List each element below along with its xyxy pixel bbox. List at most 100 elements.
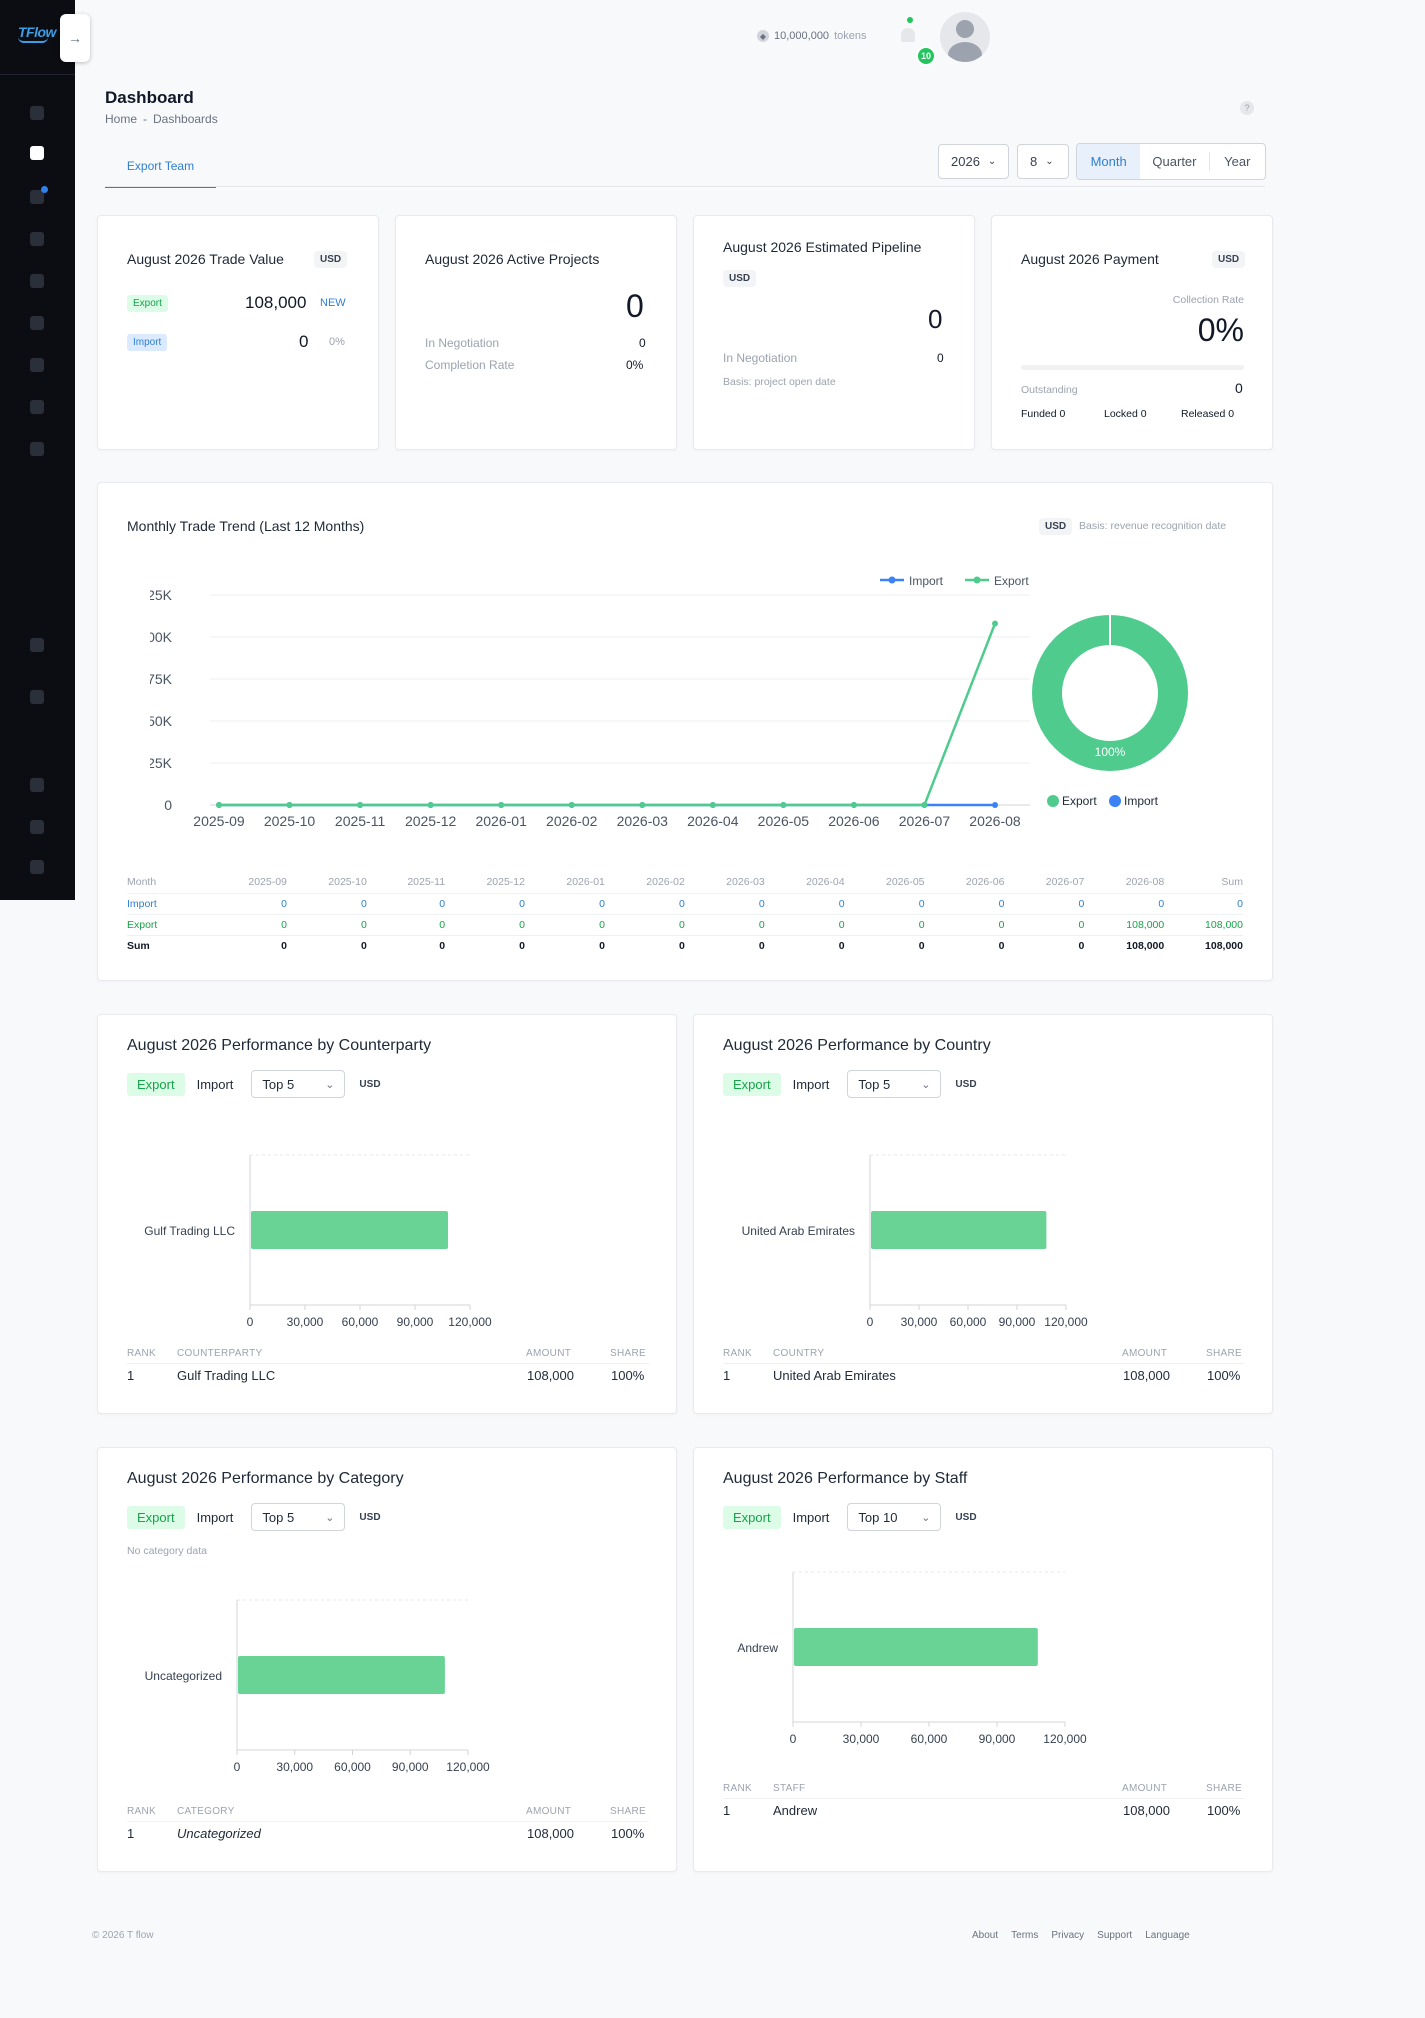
sidebar-toggle-button[interactable]: → <box>60 14 90 62</box>
col-rank: RANK <box>723 1783 752 1794</box>
row-rank: 1 <box>127 1368 135 1383</box>
table-cell: 0 <box>604 893 685 915</box>
import-toggle[interactable]: Import <box>792 1076 830 1092</box>
footer-link-support[interactable]: Support <box>1097 1930 1133 1941</box>
tab-export-team[interactable]: Export Team <box>105 158 216 188</box>
user-avatar[interactable] <box>940 12 990 62</box>
month-select[interactable]: 8 ⌄ <box>1017 144 1069 179</box>
x-tick-label: 30,000 <box>901 1315 938 1329</box>
legend-label: Export <box>1062 794 1097 808</box>
breadcrumb-home[interactable]: Home <box>105 112 138 126</box>
export-toggle[interactable]: Export <box>723 1072 781 1096</box>
row-amount: 108,000 <box>527 1826 574 1841</box>
sidebar-item-user-icon[interactable] <box>28 776 46 794</box>
sidebar-item-tools-icon[interactable] <box>28 314 46 332</box>
trend-title: Monthly Trade Trend (Last 12 Months) <box>127 518 365 534</box>
footer-link-about[interactable]: About <box>972 1930 999 1941</box>
import-toggle[interactable]: Import <box>196 1076 234 1092</box>
period-month-button[interactable]: Month <box>1077 144 1141 179</box>
row-amount: 108,000 <box>1123 1368 1170 1383</box>
table-cell: 2025-10 <box>286 872 367 894</box>
pipeline-value: 0 <box>928 304 943 334</box>
chevron-down-icon: ⌄ <box>921 1078 931 1091</box>
x-tick-label: 2026-04 <box>687 813 739 829</box>
x-tick-label: 2026-07 <box>899 813 951 829</box>
table-cell: 2026-03 <box>684 872 765 894</box>
help-icon[interactable]: ? <box>1240 101 1254 115</box>
import-toggle[interactable]: Import <box>196 1509 234 1525</box>
export-toggle[interactable]: Export <box>127 1072 185 1096</box>
table-cell: 2026-08 <box>1084 872 1165 894</box>
table-cell: 0 <box>360 939 367 952</box>
collection-rate-label: Collection Rate <box>1172 294 1244 306</box>
data-point-export <box>850 802 857 808</box>
sidebar-item-dashboard-icon[interactable] <box>28 104 46 122</box>
period-year-button[interactable]: Year <box>1224 154 1251 169</box>
top-n-select[interactable]: Top 5 ⌄ <box>847 1070 942 1098</box>
breadcrumb-dashboards[interactable]: Dashboards <box>153 112 218 126</box>
sidebar-item-team-icon[interactable] <box>28 818 46 836</box>
sidebar-item-storage-icon[interactable] <box>28 858 46 876</box>
app-logo[interactable]: TFlow <box>18 24 56 43</box>
col-share: SHARE <box>610 1806 646 1817</box>
trend-basis: Basis: revenue recognition date <box>1079 520 1227 532</box>
unread-dot <box>41 186 48 193</box>
outstanding-label: Outstanding <box>1021 384 1078 396</box>
import-percent: 0% <box>329 336 345 348</box>
sidebar-item-report-icon[interactable] <box>28 688 46 706</box>
table-cell: 0 <box>525 893 605 915</box>
currency-badge: USD <box>723 270 757 287</box>
sidebar-item-settings-icon[interactable] <box>28 440 46 458</box>
category-bar-chart: 0 30,000 60,000 90,000 120,000 Uncategorized <box>145 1599 490 1774</box>
period-quarter-button[interactable]: Quarter <box>1140 152 1210 171</box>
chat-icon <box>30 638 44 652</box>
row-counterparty: Gulf Trading LLC <box>177 1368 276 1383</box>
pipeline-card: August 2026 Estimated Pipeline USD 0 In … <box>693 215 975 450</box>
top-n-select[interactable]: Top 10 ⌄ <box>847 1503 942 1531</box>
sidebar-item-dashboards-add-icon[interactable] <box>28 144 46 162</box>
row-country: United Arab Emirates <box>773 1368 896 1383</box>
footer-link-privacy[interactable]: Privacy <box>1051 1930 1085 1941</box>
x-tick-label: 2026-02 <box>546 813 598 829</box>
sidebar-item-messages-icon[interactable] <box>28 230 46 248</box>
currency-badge: USD <box>1212 251 1246 268</box>
x-tick-label: 2026-08 <box>969 813 1021 829</box>
year-select[interactable]: 2026 ⌄ <box>938 144 1009 179</box>
table-cell: 0 <box>445 914 525 936</box>
completion-value: 0% <box>626 358 644 372</box>
chevron-down-icon: ⌄ <box>987 156 997 167</box>
sidebar-item-chat-icon[interactable] <box>28 636 46 654</box>
table-cell: 0 <box>1084 893 1165 915</box>
payment-title: August 2026 Payment <box>1021 251 1159 267</box>
table-cell: 108,000 <box>1126 939 1165 952</box>
year-select-value: 2026 <box>951 154 980 169</box>
import-toggle[interactable]: Import <box>792 1509 830 1525</box>
sidebar-item-database-icon[interactable] <box>28 356 46 374</box>
table-cell: 108,000 <box>1164 914 1243 936</box>
top-n-value: Top 5 <box>262 1076 295 1092</box>
notification-bell-icon[interactable] <box>900 17 916 44</box>
outstanding-value: 0 <box>1235 380 1243 396</box>
completion-label: Completion Rate <box>425 358 515 372</box>
row-label-cell: Import <box>127 893 207 915</box>
category-label: Uncategorized <box>145 1669 222 1683</box>
footer-link-language[interactable]: Language <box>1145 1930 1190 1941</box>
export-toggle[interactable]: Export <box>723 1505 781 1529</box>
top-n-select[interactable]: Top 5 ⌄ <box>251 1503 346 1531</box>
table-cell: 2026-04 <box>764 872 845 894</box>
x-tick-label: 2025-10 <box>264 813 316 829</box>
table-cell: 0 <box>1004 893 1085 915</box>
sidebar-item-document-icon[interactable] <box>28 398 46 416</box>
data-point-export <box>639 802 646 808</box>
export-toggle[interactable]: Export <box>127 1505 185 1529</box>
row-share: 100% <box>611 1826 645 1841</box>
x-tick-label: 30,000 <box>287 1315 324 1329</box>
footer-link-terms[interactable]: Terms <box>1011 1930 1039 1941</box>
table-cell: 0 <box>207 893 287 915</box>
col-rank: RANK <box>723 1348 752 1359</box>
top-n-select[interactable]: Top 5 ⌄ <box>251 1070 346 1098</box>
table-cell: 0 <box>678 939 685 952</box>
row-share: 100% <box>611 1368 645 1383</box>
sidebar-item-notifications-icon[interactable] <box>28 186 48 206</box>
sidebar-item-list-icon[interactable] <box>28 272 46 290</box>
